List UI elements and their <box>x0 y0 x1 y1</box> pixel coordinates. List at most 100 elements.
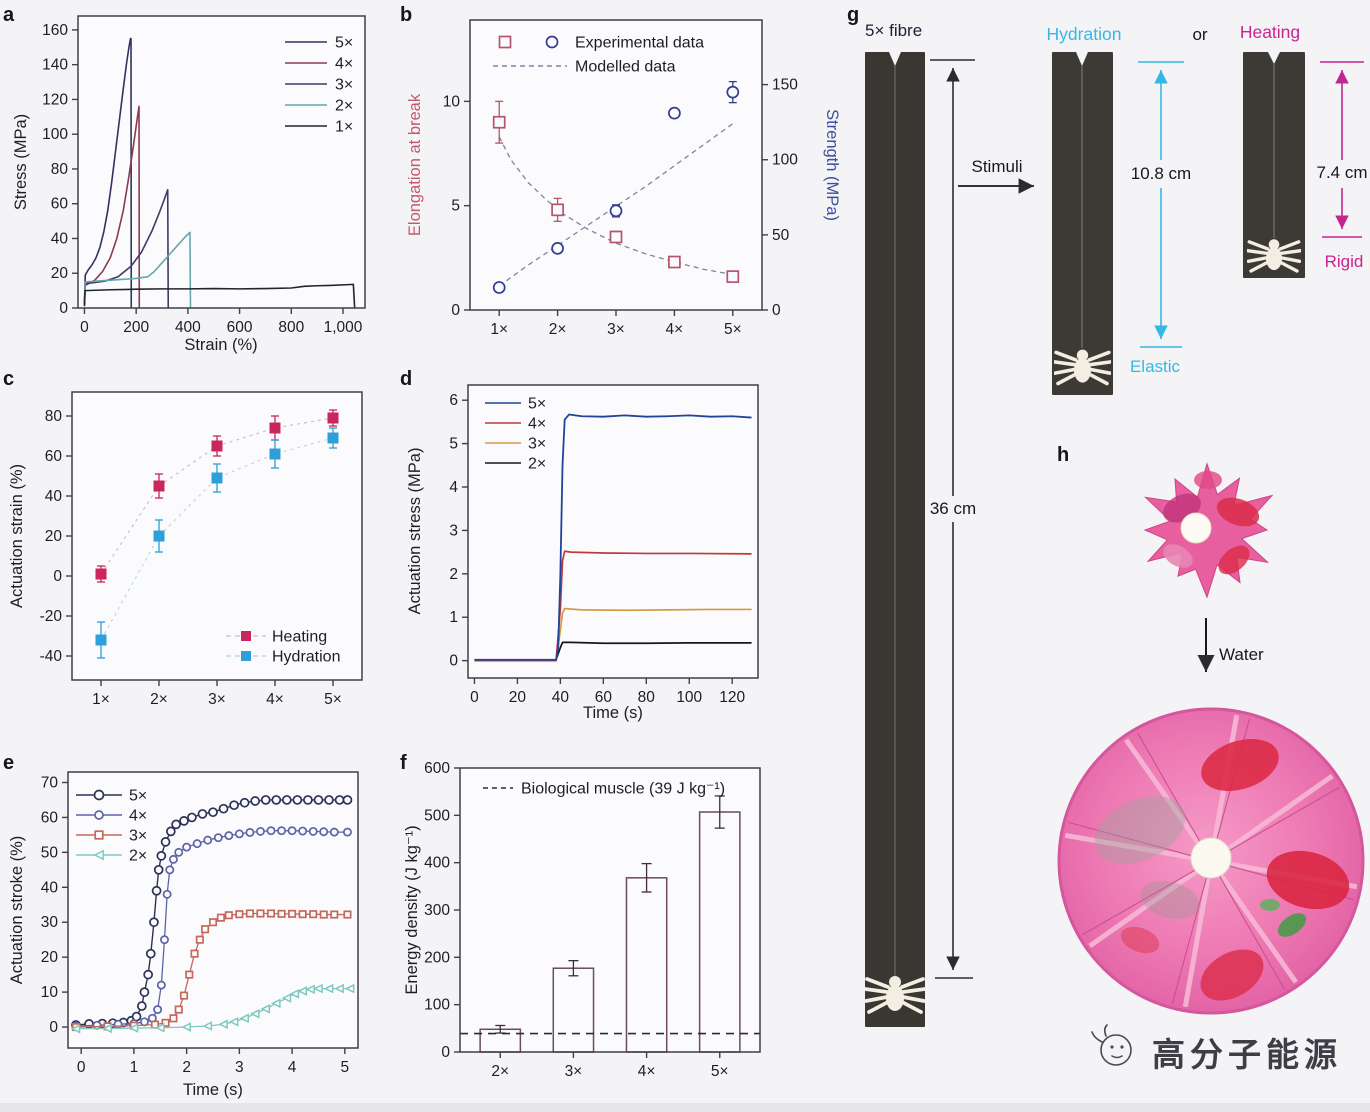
svg-text:-20: -20 <box>40 608 63 625</box>
or-label: or <box>1192 25 1207 44</box>
svg-text:4×: 4× <box>266 691 284 708</box>
svg-text:0: 0 <box>80 319 89 336</box>
svg-text:60: 60 <box>41 809 59 826</box>
svg-text:5×: 5× <box>528 396 546 413</box>
plot-series <box>95 409 339 659</box>
svg-text:3: 3 <box>235 1059 244 1076</box>
watermark-logo-icon <box>1091 1024 1132 1066</box>
svg-text:Biological muscle (39 J kg⁻¹): Biological muscle (39 J kg⁻¹) <box>521 781 725 798</box>
fibre-notch <box>889 52 901 66</box>
svg-text:20: 20 <box>51 265 69 282</box>
hydration-label: Hydration <box>1047 24 1122 44</box>
svg-text:5×: 5× <box>724 321 742 338</box>
svg-text:3×: 3× <box>335 77 353 94</box>
heating-label: Heating <box>1240 22 1300 42</box>
svg-text:100: 100 <box>772 152 798 169</box>
svg-text:300: 300 <box>424 902 450 919</box>
svg-text:Time (s): Time (s) <box>183 1081 243 1099</box>
svg-text:60: 60 <box>595 689 613 706</box>
svg-text:50: 50 <box>41 844 59 861</box>
fibre-photo-5x <box>865 52 925 1027</box>
svg-text:0: 0 <box>449 653 458 670</box>
svg-text:600: 600 <box>424 760 450 777</box>
svg-text:1×: 1× <box>490 321 508 338</box>
svg-text:1×: 1× <box>335 119 353 136</box>
svg-text:0: 0 <box>451 302 460 319</box>
fibre-photo-hydration <box>1052 52 1113 395</box>
svg-text:Stress (MPa): Stress (MPa) <box>12 114 30 210</box>
svg-text:4: 4 <box>449 479 458 496</box>
svg-text:100: 100 <box>42 126 68 143</box>
svg-text:5×: 5× <box>335 35 353 52</box>
svg-text:Energy density (J kg⁻¹): Energy density (J kg⁻¹) <box>403 825 421 994</box>
plot-series <box>492 80 740 294</box>
svg-text:80: 80 <box>45 408 63 425</box>
svg-text:10: 10 <box>443 93 461 110</box>
svg-text:500: 500 <box>424 807 450 824</box>
svg-text:60: 60 <box>45 448 63 465</box>
svg-text:800: 800 <box>278 319 304 336</box>
svg-text:0: 0 <box>470 689 479 706</box>
svg-text:400: 400 <box>175 319 201 336</box>
stimuli-label: Stimuli <box>971 157 1022 176</box>
svg-text:2×: 2× <box>491 1063 509 1080</box>
dimension-36cm-label: 36 cm <box>930 499 976 518</box>
svg-text:200: 200 <box>424 949 450 966</box>
plot-series <box>474 413 752 662</box>
svg-text:80: 80 <box>638 689 656 706</box>
svg-text:Strain (%): Strain (%) <box>184 336 257 354</box>
svg-text:Actuation stroke (%): Actuation stroke (%) <box>8 836 26 985</box>
svg-text:1,000: 1,000 <box>324 319 363 336</box>
fibre-photo-heating <box>1243 52 1305 278</box>
svg-text:4×: 4× <box>638 1063 656 1080</box>
crumpled-flower-photo <box>1143 462 1274 599</box>
svg-text:70: 70 <box>41 774 59 791</box>
energy-density-chart: 2× 3× 4× 5× 0 100 200 300 400 500 600 Energy densit… <box>403 760 761 1080</box>
svg-text:6: 6 <box>449 392 458 409</box>
svg-text:4×: 4× <box>666 321 684 338</box>
svg-text:80: 80 <box>51 161 69 178</box>
svg-text:2×: 2× <box>129 848 147 865</box>
svg-text:60: 60 <box>51 196 69 213</box>
svg-text:4×: 4× <box>528 416 546 433</box>
panel-letter-d: d <box>400 368 413 390</box>
fibre-notch <box>1076 52 1088 66</box>
svg-text:Actuation strain (%): Actuation strain (%) <box>8 464 26 608</box>
panel-letter-e: e <box>3 752 15 774</box>
svg-text:40: 40 <box>552 689 570 706</box>
svg-text:Time (s): Time (s) <box>583 704 643 722</box>
flower-center-ball <box>1180 512 1212 544</box>
svg-text:150: 150 <box>772 77 798 94</box>
svg-text:120: 120 <box>719 689 745 706</box>
svg-text:20: 20 <box>509 689 527 706</box>
plot-series <box>460 795 760 1053</box>
svg-text:Strength (MPa): Strength (MPa) <box>823 109 840 221</box>
elastic-label: Elastic <box>1130 357 1181 376</box>
svg-text:0: 0 <box>441 1044 450 1061</box>
svg-text:Experimental data: Experimental data <box>575 35 704 52</box>
svg-text:40: 40 <box>51 230 69 247</box>
svg-text:400: 400 <box>424 855 450 872</box>
svg-text:5×: 5× <box>324 691 342 708</box>
svg-text:20: 20 <box>41 949 59 966</box>
svg-text:5: 5 <box>449 436 458 453</box>
svg-text:100: 100 <box>424 997 450 1014</box>
svg-text:5×: 5× <box>129 788 147 805</box>
svg-text:3×: 3× <box>607 321 625 338</box>
svg-text:1: 1 <box>449 609 458 626</box>
umbrella-center-ball <box>1190 837 1232 879</box>
svg-text:4: 4 <box>288 1059 297 1076</box>
svg-text:1×: 1× <box>92 691 110 708</box>
panel-letter-b: b <box>400 4 413 26</box>
plot-series <box>70 795 355 1034</box>
svg-text:3×: 3× <box>528 436 546 453</box>
water-label: Water <box>1219 645 1264 664</box>
svg-text:0: 0 <box>77 1059 86 1076</box>
svg-text:50: 50 <box>772 227 790 244</box>
dimension-7-4cm-arrow <box>1320 61 1364 238</box>
svg-text:-40: -40 <box>40 648 63 665</box>
svg-text:2×: 2× <box>549 321 567 338</box>
